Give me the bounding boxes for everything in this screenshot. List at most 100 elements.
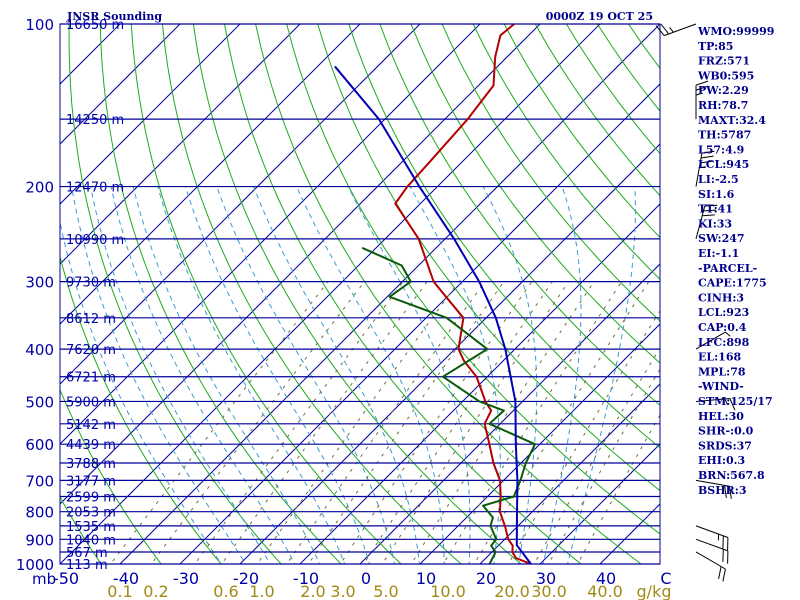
dewpoint-point bbox=[495, 538, 498, 541]
mixing-ratio-line bbox=[221, 281, 428, 564]
dewpoint-point bbox=[525, 462, 527, 464]
wind-barb-flag bbox=[729, 398, 736, 411]
dry-adiabat-lines bbox=[60, 24, 800, 575]
parcel-point bbox=[516, 525, 518, 527]
pressure-label: 1000 bbox=[16, 556, 54, 574]
index-item: LI:-2.5 bbox=[698, 173, 739, 186]
index-item: SW:247 bbox=[698, 232, 745, 245]
isotherm-line bbox=[479, 383, 660, 564]
mixing-ratio-label: 1.0 bbox=[249, 582, 274, 600]
pressure-label: 800 bbox=[25, 504, 54, 522]
pressure-label: 900 bbox=[25, 531, 54, 549]
dewpoint-point bbox=[388, 296, 391, 298]
wind-barb-flag bbox=[704, 204, 718, 207]
chart-datetime: 0000Z 19 OCT 25 bbox=[546, 10, 653, 23]
dewpoint-point bbox=[513, 495, 515, 498]
plot-frame bbox=[59, 23, 661, 565]
wind-barb-staff bbox=[695, 551, 726, 570]
isotherm-line bbox=[419, 323, 660, 564]
dewpoint-point bbox=[442, 375, 444, 378]
temperature-tick-label: 0 bbox=[361, 569, 371, 588]
index-item: BSHR:3 bbox=[698, 484, 747, 497]
dry-adiabat-line bbox=[161, 24, 462, 564]
mixing-ratio-label: 3.0 bbox=[330, 582, 355, 600]
isotherm-line bbox=[299, 203, 660, 564]
index-item: PW:2.29 bbox=[698, 84, 749, 97]
temperature-tick-label: 40 bbox=[596, 569, 616, 588]
moist-adiabat-line bbox=[409, 186, 501, 564]
temperature-tick-label: 30 bbox=[536, 569, 556, 588]
moist-adiabat-line bbox=[567, 186, 636, 564]
index-item: CAPE:1775 bbox=[698, 277, 767, 290]
index-item: WB0:595 bbox=[697, 69, 754, 82]
dry-adiabat-line bbox=[348, 24, 660, 449]
temperature-point bbox=[488, 443, 491, 446]
height-label: 2599 m bbox=[66, 491, 116, 506]
height-label: 1040 m bbox=[66, 533, 116, 548]
index-item: CAP:0.4 bbox=[698, 321, 747, 334]
temperature-point bbox=[417, 238, 420, 240]
mixing-ratio-line bbox=[194, 281, 404, 564]
dewpoint-point bbox=[519, 479, 522, 482]
temperature-point bbox=[463, 359, 465, 362]
mixing-ratio-line bbox=[547, 368, 660, 564]
mixing-ratio-line bbox=[577, 414, 660, 564]
isotherm-line bbox=[359, 263, 660, 564]
index-item: HEL:30 bbox=[698, 410, 744, 423]
wind-barb bbox=[695, 538, 729, 564]
wind-barb-staff bbox=[695, 331, 726, 350]
dry-adiabat-line bbox=[565, 24, 660, 155]
wind-barb bbox=[655, 23, 697, 37]
index-item: RH:78.7 bbox=[698, 99, 748, 112]
dewpoint-point bbox=[492, 516, 494, 519]
wind-barb-staff bbox=[695, 398, 730, 402]
height-label: 8612 m bbox=[66, 312, 116, 327]
index-item: TP:85 bbox=[698, 40, 733, 53]
isotherm-line bbox=[60, 24, 541, 505]
pressure-label: 100 bbox=[25, 16, 54, 34]
mixing-ratio-label: 20.0 bbox=[494, 582, 530, 600]
mixing-ratio-line bbox=[109, 281, 329, 564]
mixing-ratio-label: g/kg bbox=[637, 582, 672, 600]
mixing-ratio-line bbox=[507, 309, 660, 564]
mixing-ratio-label: 30.0 bbox=[531, 582, 567, 600]
parcel-point bbox=[378, 118, 380, 120]
wind-barb-flag bbox=[660, 23, 670, 35]
temperature-tick-label: -30 bbox=[173, 569, 199, 588]
chart-title: JNSR Sounding bbox=[66, 10, 162, 23]
dry-adiabat-line bbox=[68, 24, 282, 564]
wind-barb-flag bbox=[724, 485, 727, 498]
wind-barb-staff bbox=[695, 525, 729, 538]
temperature-tick-label: 10 bbox=[416, 569, 436, 588]
dewpoint-point bbox=[503, 409, 505, 412]
index-item: KI:33 bbox=[698, 217, 732, 230]
wind-barbs bbox=[655, 23, 736, 582]
index-item: MPL:78 bbox=[698, 365, 746, 378]
index-item: EI:-1.1 bbox=[698, 247, 739, 260]
dry-adiabat-line bbox=[441, 24, 660, 322]
temperature-point bbox=[515, 557, 517, 559]
moist-adiabat-line bbox=[347, 186, 471, 564]
parcel-point bbox=[334, 66, 337, 68]
mixing-ratio-line bbox=[533, 346, 660, 564]
wind-barb-half-flag bbox=[725, 331, 731, 337]
temperature-tick-label: -20 bbox=[233, 569, 259, 588]
temperature-point bbox=[429, 161, 431, 163]
temperature-point bbox=[511, 544, 514, 547]
isotherm-line bbox=[60, 24, 241, 205]
isotherm-line bbox=[119, 24, 660, 564]
dry-adiabat-line bbox=[753, 24, 800, 575]
index-item: SI:1.6 bbox=[698, 188, 735, 201]
dry-adiabat-line bbox=[534, 24, 660, 197]
height-label: 14250 m bbox=[66, 113, 124, 128]
wind-barb bbox=[695, 398, 736, 411]
wind-barb-flag bbox=[703, 209, 717, 212]
mixing-ratio-line bbox=[363, 281, 553, 564]
wind-barb bbox=[695, 525, 729, 551]
wind-barb-staff bbox=[695, 205, 706, 240]
index-item: -WIND- bbox=[698, 380, 744, 393]
temperature-point bbox=[499, 34, 502, 37]
moist-adiabat-lines bbox=[60, 186, 636, 564]
dewpoint-point bbox=[478, 400, 481, 403]
